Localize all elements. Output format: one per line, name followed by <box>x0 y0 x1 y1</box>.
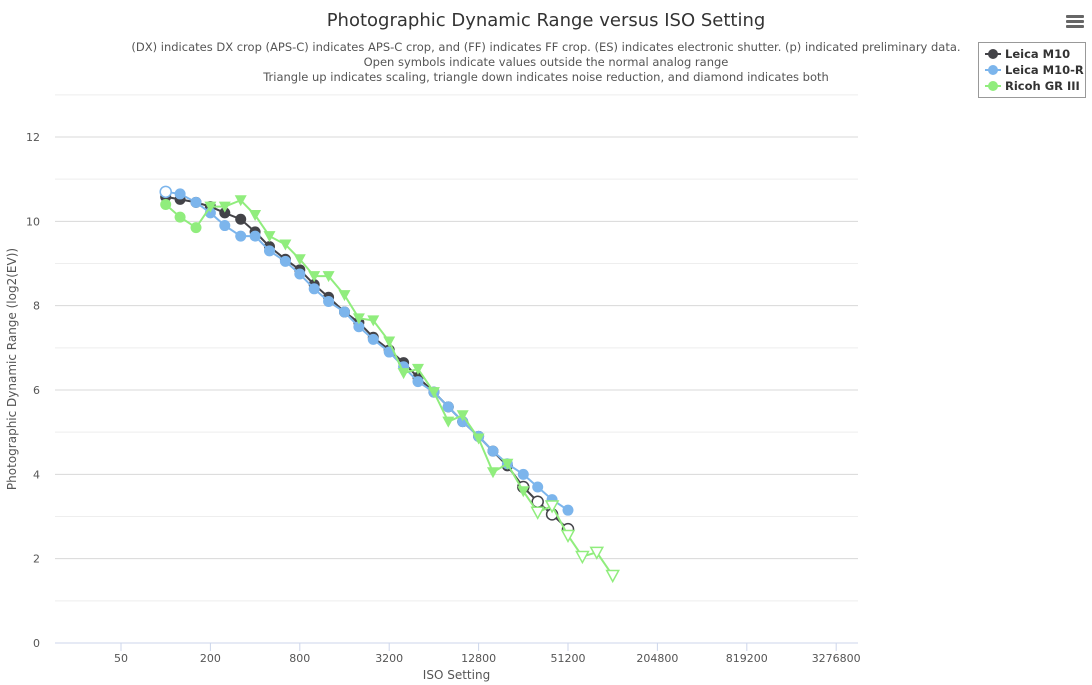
data-point <box>472 433 485 445</box>
data-point <box>532 481 544 493</box>
data-point <box>279 255 291 267</box>
data-point <box>279 239 292 251</box>
data-point <box>263 231 276 243</box>
data-point <box>339 306 350 318</box>
data-point <box>219 220 231 232</box>
data-point <box>530 506 545 520</box>
data-point <box>501 458 514 470</box>
x-tick-label: 51200 <box>551 652 586 665</box>
series-ricoh-gr-iii <box>160 195 620 584</box>
x-tick-label: 12800 <box>461 652 496 665</box>
x-tick-label: 200 <box>200 652 221 665</box>
x-tick-label: 800 <box>289 652 310 665</box>
data-point <box>427 387 440 399</box>
legend-label: Leica M10-R <box>1005 63 1084 77</box>
data-point <box>308 283 320 295</box>
legend-swatch <box>985 80 1001 92</box>
data-point <box>263 245 275 257</box>
data-point <box>487 445 499 457</box>
legend-item-leica-m10[interactable]: Leica M10 <box>979 46 1085 62</box>
data-point <box>517 468 529 480</box>
series-leica-m10 <box>160 191 575 536</box>
data-point <box>190 222 202 234</box>
data-point <box>575 550 590 565</box>
data-point <box>235 230 247 242</box>
x-tick-label: 3200 <box>375 652 403 665</box>
data-point <box>174 188 186 200</box>
series-line <box>165 199 614 577</box>
legend-swatch <box>985 64 1001 76</box>
legend-item-ricoh-gr-iii[interactable]: Ricoh GR III <box>979 78 1085 94</box>
series-line <box>165 190 569 512</box>
data-point <box>190 196 202 208</box>
data-point <box>367 333 379 345</box>
data-point <box>517 486 530 498</box>
legend-swatch <box>985 48 1001 60</box>
data-point <box>383 336 396 348</box>
data-point <box>442 416 455 428</box>
data-point <box>589 546 605 560</box>
chart-subtitle-2: Open symbols indicate values outside the… <box>363 55 729 69</box>
data-point <box>308 271 321 283</box>
data-point <box>159 185 172 199</box>
data-point <box>234 195 247 207</box>
data-point <box>605 569 620 584</box>
series-leica-m10-r <box>159 185 574 516</box>
data-point <box>411 363 424 375</box>
data-point <box>442 401 454 413</box>
data-point <box>353 321 365 333</box>
legend: Leica M10 Leica M10-R Ricoh GR III <box>978 42 1086 98</box>
x-tick-label: 50 <box>114 652 128 665</box>
legend-label: Ricoh GR III <box>1005 79 1080 93</box>
data-point <box>397 368 410 380</box>
data-point <box>323 295 335 307</box>
y-axis-title: Photographic Dynamic Range (log2(EV)) <box>5 248 19 490</box>
data-point <box>204 201 217 213</box>
data-point <box>412 376 424 388</box>
legend-label: Leica M10 <box>1005 47 1071 61</box>
chart-title: Photographic Dynamic Range versus ISO Se… <box>326 10 766 31</box>
data-point <box>235 213 247 225</box>
x-axis-title: ISO Setting <box>423 668 490 682</box>
data-point <box>293 254 306 266</box>
legend-item-leica-m10-r[interactable]: Leica M10-R <box>979 62 1085 78</box>
data-point <box>562 504 574 516</box>
y-tick-label: 0 <box>33 637 40 650</box>
data-point <box>174 211 186 223</box>
chart-subtitle-1: (DX) indicates DX crop (APS-C) indicates… <box>131 40 961 54</box>
y-tick-label: 2 <box>33 553 40 566</box>
data-point <box>486 467 499 479</box>
y-tick-label: 12 <box>26 131 40 144</box>
data-point <box>338 290 351 302</box>
data-point <box>160 198 172 210</box>
data-point <box>352 313 365 325</box>
y-tick-label: 10 <box>26 215 40 228</box>
x-tick-label: 819200 <box>726 652 768 665</box>
chart-subtitle-3: Triangle up indicates scaling, triangle … <box>263 70 829 84</box>
series-line <box>165 195 569 530</box>
x-tick-label: 204800 <box>636 652 678 665</box>
data-point <box>294 268 306 280</box>
y-tick-label: 8 <box>33 300 40 313</box>
data-point <box>367 315 380 327</box>
hamburger-menu-icon[interactable] <box>1066 15 1084 29</box>
data-point <box>544 500 560 514</box>
data-point <box>218 201 231 213</box>
data-point <box>322 271 335 283</box>
y-tick-label: 6 <box>33 384 40 397</box>
y-tick-label: 4 <box>33 468 40 481</box>
x-tick-label: 3276800 <box>812 652 861 665</box>
data-point <box>219 207 231 219</box>
data-point <box>456 410 469 422</box>
data-point <box>249 210 262 222</box>
data-point <box>249 230 261 242</box>
data-point <box>560 529 576 544</box>
